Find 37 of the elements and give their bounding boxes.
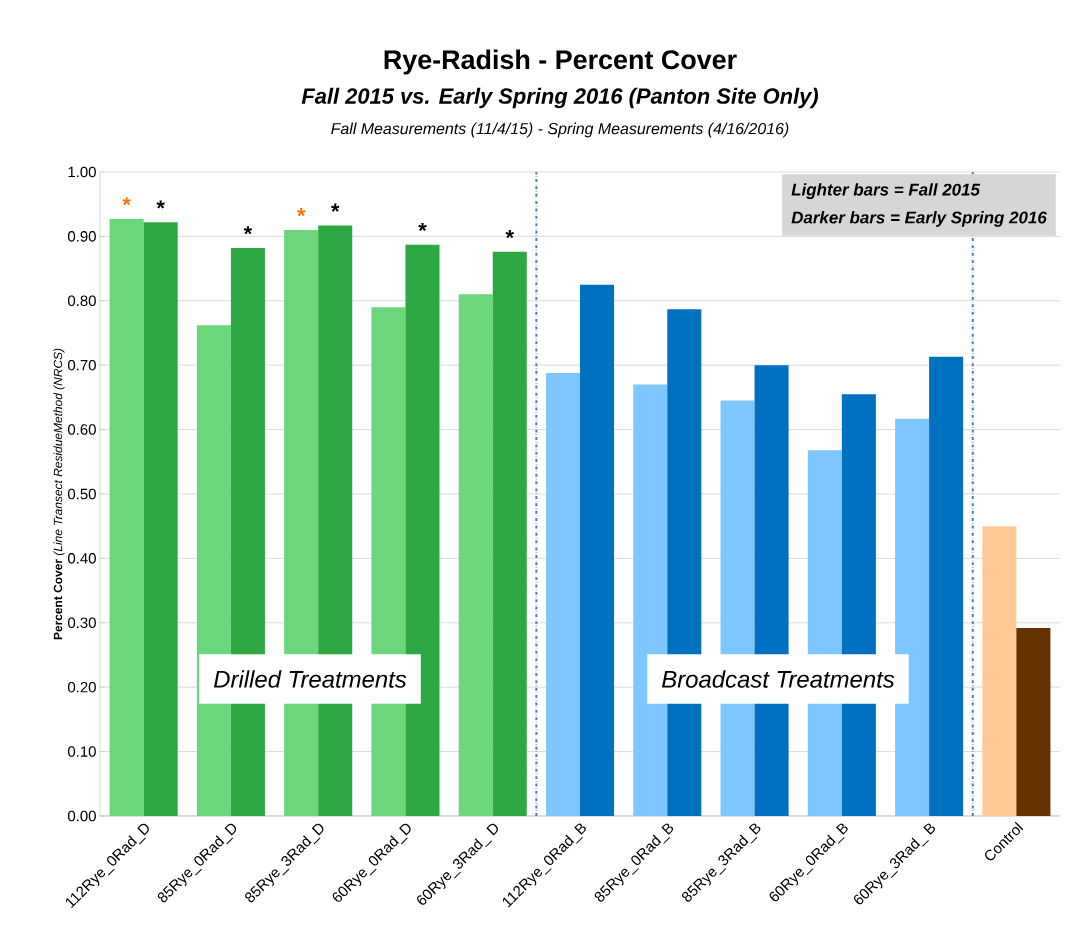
bar [492,251,527,816]
y-tick-label: 0.80 [67,295,96,307]
y-tick-label: 0.50 [67,488,96,500]
text: Fall Measurements (11/4/15) - Spring Measurements (4/16/2016) [331,122,789,138]
y-tick-label: 0.30 [67,617,96,629]
data-label: * [331,203,340,212]
y-tick-label: 0.90 [67,231,96,242]
chart-title: Rye-Radish - Percent Cover [384,49,737,75]
y-tick-label: 0.60 [67,424,96,435]
data-label: * [505,230,515,239]
y-tick-label: 0.70 [67,359,96,371]
data-label: * [156,200,165,209]
bar [1016,627,1051,816]
data-label: * [296,208,306,217]
bar [545,372,581,816]
bar [143,222,178,816]
bar [405,244,440,816]
annotation: Darker bars = Early Spring 2016 [791,211,1047,227]
bar [929,356,964,816]
data-label: * [418,222,427,232]
annotation: Lighter bars = Fall 2015 [791,183,981,199]
annotation: Drilled Treatments [213,670,407,688]
y-tick-label: 0.40 [67,553,96,564]
data-label: * [243,226,253,235]
annotation: Broadcast Treatments [662,670,895,688]
chart-subtitle: Fall 2015 vs. Early Spring 2016 (Panton Site Only) [301,87,818,109]
y-tick-label: 0.00 [67,810,96,822]
bar [982,526,1017,816]
bar [895,418,930,816]
y-tick-label: 1.00 [68,166,96,178]
y-tick-label: 0.10 [67,746,96,757]
y-tick-label: 0.20 [67,681,96,693]
bar [458,294,493,816]
bar [109,218,144,816]
y-axis-title: Percent Cover (Line Transect ResidueMethod (NRCS) [53,348,65,640]
bar [580,284,615,816]
data-label: * [122,197,131,206]
